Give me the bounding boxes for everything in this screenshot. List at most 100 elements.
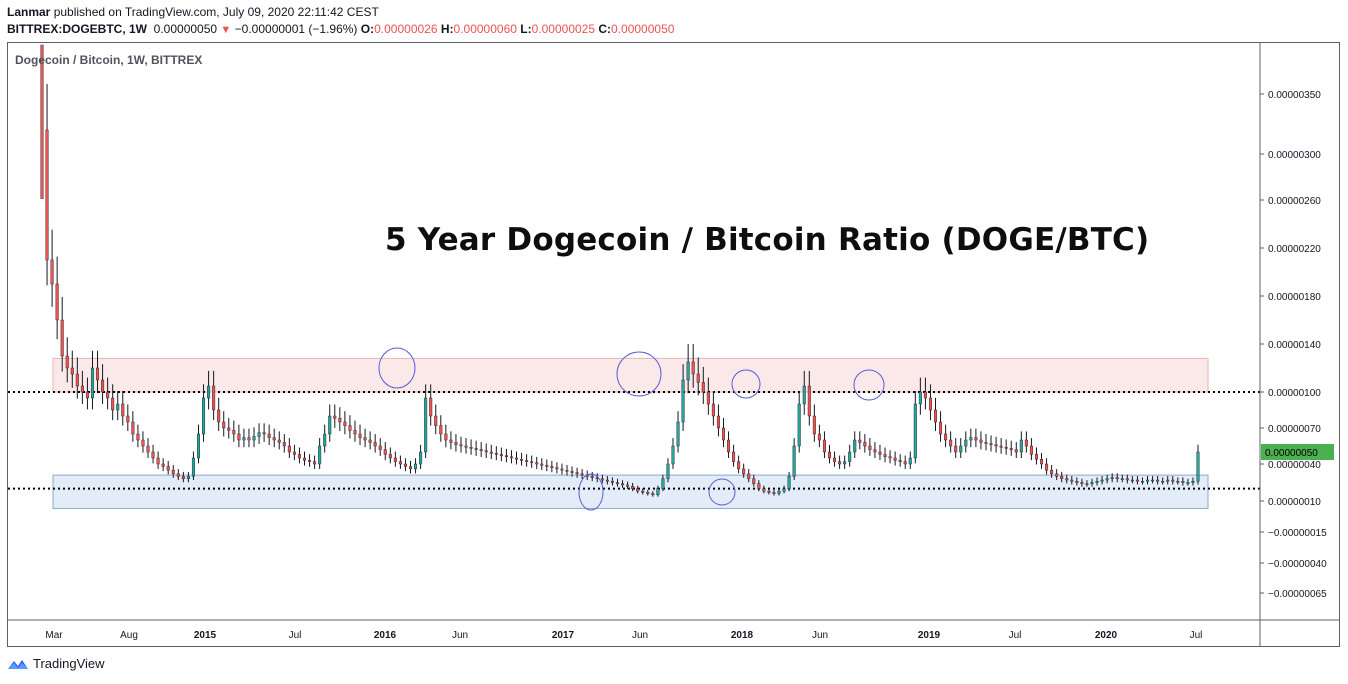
resistance-zone: [52, 357, 1209, 393]
candle-body: [888, 456, 892, 459]
candle-body: [671, 445, 675, 465]
candle-body: [50, 259, 54, 285]
candle-body: [913, 403, 917, 459]
candle-body: [1166, 479, 1170, 482]
price-tick-label: 0.00000070: [1268, 424, 1321, 435]
candle-body: [383, 449, 387, 455]
candle-body: [464, 445, 468, 448]
candle-body: [131, 421, 135, 435]
candle-body: [893, 457, 897, 461]
candle-body: [358, 433, 362, 438]
price-tick-label: 0.00000180: [1268, 292, 1321, 303]
candle-body: [90, 367, 94, 399]
candle-body: [116, 403, 120, 411]
candle-body: [136, 433, 140, 441]
time-tick-label: 2015: [194, 630, 217, 641]
footer-brand[interactable]: TradingView: [7, 656, 105, 671]
candle-body: [822, 439, 826, 453]
time-tick-label: 2016: [374, 630, 397, 641]
candle-body: [1146, 479, 1150, 482]
candle-body: [863, 442, 867, 447]
candle-body: [1040, 459, 1044, 465]
candle-body: [939, 421, 943, 435]
candle-body: [525, 460, 529, 462]
annotation-title[interactable]: 5 Year Dogecoin / Bitcoin Ratio (DOGE/BT…: [385, 222, 1150, 258]
candle-body: [313, 461, 317, 465]
down-arrow-icon: ▼: [220, 24, 232, 36]
candle-body: [247, 437, 251, 441]
candle-body: [944, 433, 948, 441]
candle-body: [686, 361, 690, 381]
candle-body: [1100, 479, 1104, 482]
candle-body: [833, 457, 837, 462]
candle-body: [504, 455, 508, 458]
time-tick-label: Jun: [632, 630, 648, 641]
time-tick-label: 2017: [552, 630, 575, 641]
candle-body: [494, 453, 498, 455]
candle-body: [161, 463, 165, 467]
candle-body: [151, 451, 155, 459]
high-label: H:: [440, 22, 454, 36]
candle-body: [782, 488, 786, 492]
close-label: C:: [598, 22, 612, 36]
price-tick-label: −0.00000015: [1268, 528, 1327, 539]
candle-body: [550, 466, 554, 468]
candle-body: [242, 437, 246, 441]
candle-body: [560, 468, 564, 471]
candle-body: [328, 415, 332, 435]
candle-body: [959, 445, 963, 453]
candle-body: [80, 385, 84, 393]
candle-body: [444, 433, 448, 441]
candle-body: [474, 448, 478, 450]
candle-body: [1156, 479, 1160, 482]
highlight-circle: [378, 347, 416, 389]
footer-brand-label: TradingView: [33, 656, 105, 671]
candle-body: [898, 460, 902, 462]
candle-body: [121, 403, 125, 417]
candle-body: [787, 476, 791, 489]
candle-body: [812, 415, 816, 435]
candle-body: [414, 463, 418, 470]
candle-body: [171, 469, 175, 475]
candle-body: [111, 397, 115, 411]
pane-title: Dogecoin / Bitcoin, 1W, BITTREX: [15, 53, 203, 67]
price-tick-label: 0.00000010: [1268, 497, 1321, 508]
candle-body: [1065, 478, 1069, 481]
candle-body: [1014, 449, 1018, 453]
candle-body: [489, 451, 493, 454]
candle-body: [70, 367, 74, 375]
candle-body: [1115, 477, 1119, 480]
chart-frame[interactable]: [7, 42, 1340, 647]
candle-body: [1135, 479, 1139, 482]
candle-body: [873, 449, 877, 453]
candle-body: [767, 490, 771, 493]
candle-body: [918, 391, 922, 405]
candle-body: [1196, 451, 1200, 482]
candle-body: [772, 492, 776, 494]
candle-body: [515, 457, 519, 460]
candle-body: [126, 415, 130, 423]
candle-body: [1110, 477, 1114, 480]
open-label: O:: [360, 22, 375, 36]
candle-body: [696, 373, 700, 383]
candle-body: [1140, 481, 1144, 483]
support-zone: [52, 474, 1209, 509]
candle-body: [353, 430, 357, 435]
price-tick-label: 0.00000260: [1268, 196, 1321, 207]
candle-body: [212, 385, 216, 411]
author-name[interactable]: Lanmar: [7, 5, 51, 19]
candle-body: [610, 481, 614, 483]
candle-body: [1004, 447, 1008, 449]
price-tick-label: 0.00000100: [1268, 388, 1321, 399]
candle-body: [691, 361, 695, 375]
candle-body: [1080, 482, 1084, 484]
candle-body: [1181, 481, 1185, 483]
candle-body: [323, 433, 327, 447]
candle-body: [934, 409, 938, 423]
candle-body: [217, 409, 221, 423]
candle-body: [232, 430, 236, 435]
candle-body: [1009, 448, 1013, 450]
candle-body: [535, 462, 539, 465]
candle-body: [827, 451, 831, 459]
